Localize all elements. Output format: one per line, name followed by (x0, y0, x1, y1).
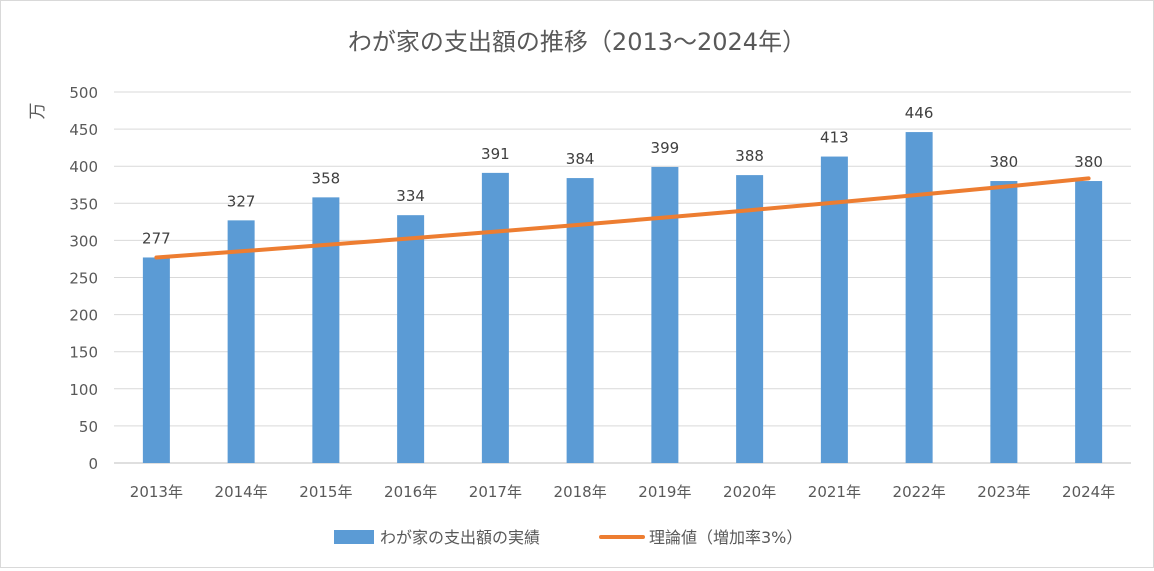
bar (142, 257, 170, 463)
bar-data-label: 391 (481, 145, 510, 163)
y-tick-label: 300 (69, 232, 98, 250)
y-tick-label: 100 (69, 381, 98, 399)
legend-label-theory: 理論値（増加率3%） (649, 528, 802, 547)
bar-data-label: 413 (820, 129, 849, 147)
bar-data-label: 380 (990, 153, 1019, 171)
bar (651, 166, 679, 463)
legend-swatch-actual (334, 530, 374, 544)
bar-data-label: 334 (396, 187, 425, 205)
bar (227, 220, 255, 463)
bar (905, 132, 933, 463)
y-tick-label: 250 (69, 270, 98, 288)
bar (481, 172, 509, 464)
x-tick-label: 2014年 (215, 483, 268, 501)
label-layer: 277 327 358 334 391 384 399 388 413 446 380 380 (142, 104, 1103, 247)
bar-data-label: 277 (142, 229, 171, 247)
bar (990, 181, 1018, 464)
bar (397, 215, 425, 463)
theory-line (154, 176, 1091, 260)
y-tick-label: 150 (69, 344, 98, 362)
bar-data-label: 380 (1074, 153, 1103, 171)
bar (1075, 181, 1103, 464)
legend: わが家の支出額の実績 理論値（増加率3%） (334, 528, 802, 547)
x-tick-label: 2018年 (554, 483, 607, 501)
bar (736, 175, 764, 463)
bar (820, 156, 848, 463)
y-tick-label: 500 (69, 84, 98, 102)
line-layer (154, 176, 1091, 260)
bar-data-label: 446 (905, 104, 934, 122)
y-tick-label: 200 (69, 307, 98, 325)
x-tick-label: 2016年 (384, 483, 437, 501)
chart-title: わが家の支出額の推移（2013～2024年） (348, 28, 806, 56)
bar-data-label: 399 (651, 139, 680, 157)
bar (312, 197, 340, 463)
bar-data-label: 384 (566, 150, 595, 168)
bar-layer (142, 132, 1103, 464)
grid-layer (114, 91, 1131, 464)
x-tick-label: 2013年 (130, 483, 183, 501)
x-tick-label: 2023年 (977, 483, 1030, 501)
x-tick-label: 2017年 (469, 483, 522, 501)
legend-label-actual: わが家の支出額の実績 (380, 528, 540, 547)
axis-layer: 0 50 100 150 200 250 300 350 400 450 500 2013年 2014年… (69, 84, 1115, 501)
x-tick-label: 2021年 (808, 483, 861, 501)
bar-data-label: 327 (227, 192, 256, 210)
y-tick-label: 50 (79, 418, 98, 436)
y-tick-label: 400 (69, 158, 98, 176)
bar-data-label: 388 (735, 147, 764, 165)
bar (566, 178, 594, 463)
y-tick-label: 0 (88, 455, 98, 473)
y-tick-label: 450 (69, 121, 98, 139)
y-axis-label: 万 (28, 103, 48, 120)
x-tick-label: 2022年 (893, 483, 946, 501)
x-tick-label: 2024年 (1062, 483, 1115, 501)
bar-data-label: 358 (312, 169, 341, 187)
x-tick-label: 2019年 (638, 483, 691, 501)
y-tick-label: 350 (69, 195, 98, 213)
x-tick-label: 2020年 (723, 483, 776, 501)
x-tick-label: 2015年 (299, 483, 352, 501)
